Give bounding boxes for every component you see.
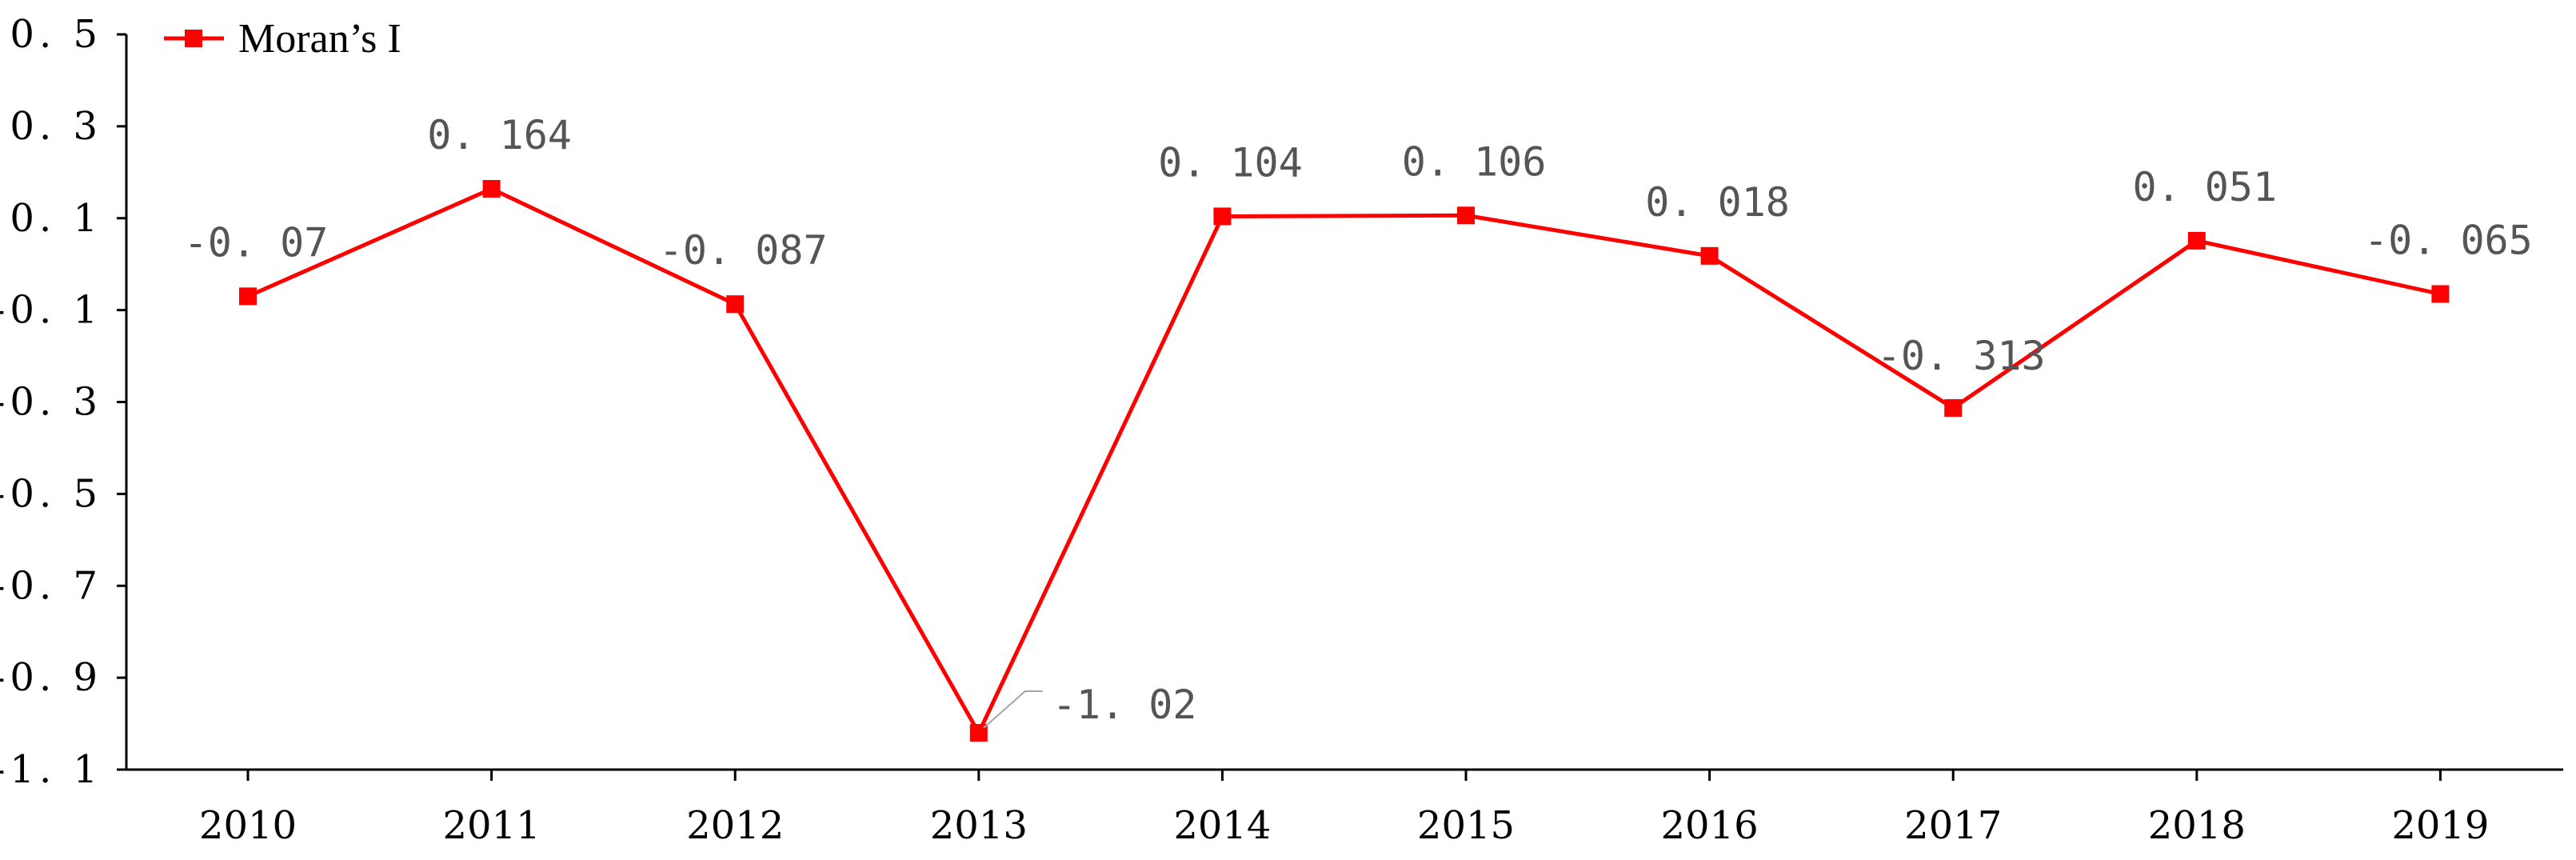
data-label: -1. 02 <box>1052 682 1197 728</box>
axes <box>117 33 2563 781</box>
y-tick-label: 0. 5 <box>10 12 102 57</box>
y-tick-label: -0. 5 <box>0 471 102 516</box>
data-point-marker <box>1700 246 1719 265</box>
data-label: -0. 313 <box>1877 333 2046 379</box>
data-point-marker <box>2431 285 2450 303</box>
x-tick-label: 2016 <box>1661 803 1759 848</box>
data-point-marker <box>482 179 501 198</box>
data-label-leader-line <box>983 690 1043 729</box>
y-tick-label: 0. 3 <box>10 104 102 149</box>
x-tick-label: 2011 <box>443 803 541 848</box>
data-label: -0. 07 <box>184 219 329 266</box>
data-point-marker <box>1213 207 1232 226</box>
legend-marker <box>185 30 202 47</box>
x-tick-label: 2019 <box>2391 803 2489 848</box>
x-tick-label: 2012 <box>686 803 784 848</box>
series-group <box>239 179 2450 742</box>
data-point-marker <box>1457 206 1475 225</box>
data-labels: -0. 07 0. 164 -0. 087 -1. 02 0. 104 0. 106 0. … <box>184 112 2533 729</box>
tick-labels: 0. 5 0. 3 0. 1 -0. 1 -0. 3 -0. 5 -0. 7 -0. 9 -1.… <box>0 12 2489 848</box>
series-line-morans-i <box>246 186 2441 738</box>
data-point-marker <box>969 724 988 742</box>
data-label: -0. 065 <box>2364 218 2533 264</box>
y-tick-label: -0. 7 <box>0 563 102 608</box>
data-point-marker <box>726 295 745 314</box>
x-tick-label: 2014 <box>1173 803 1271 848</box>
data-label: 0. 104 <box>1158 139 1303 186</box>
x-tick-label: 2018 <box>2148 803 2246 848</box>
y-tick-label: -1. 1 <box>0 747 102 792</box>
data-label: 0. 051 <box>2132 164 2277 210</box>
y-tick-label: 0. 1 <box>10 196 102 241</box>
legend-label: Moran’s I <box>238 16 401 62</box>
data-label: -0. 087 <box>659 227 828 274</box>
data-point-marker <box>2187 231 2206 250</box>
y-tick-label: -0. 9 <box>0 655 102 700</box>
data-point-marker <box>1944 398 1963 417</box>
x-tick-label: 2013 <box>930 803 1028 848</box>
x-tick-label: 2010 <box>199 803 297 848</box>
data-point-marker <box>239 287 257 306</box>
data-label: 0. 106 <box>1402 138 1547 185</box>
data-label: 0. 164 <box>427 112 572 158</box>
x-tick-label: 2015 <box>1417 803 1515 848</box>
legend: Moran’s I <box>164 16 401 62</box>
x-tick-label: 2017 <box>1904 803 2002 848</box>
y-tick-label: -0. 3 <box>0 380 102 425</box>
data-label: 0. 018 <box>1645 179 1790 226</box>
y-tick-label: -0. 1 <box>0 288 102 333</box>
